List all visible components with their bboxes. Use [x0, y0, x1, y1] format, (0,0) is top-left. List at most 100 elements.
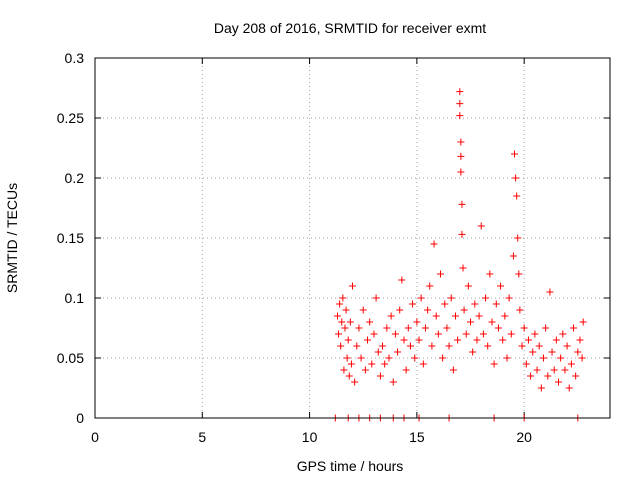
data-point: [361, 366, 369, 374]
data-point: [436, 270, 444, 278]
data-point: [366, 318, 374, 326]
data-point: [370, 330, 378, 338]
data-point: [454, 336, 462, 344]
data-point: [457, 152, 465, 160]
data-point: [344, 336, 352, 344]
data-point: [578, 354, 586, 362]
y-tick-label: 0.15: [57, 230, 84, 246]
data-point: [555, 378, 562, 386]
data-point: [341, 324, 349, 332]
x-axis-ticks: 0 5 10 15 20: [91, 58, 532, 445]
data-point: [376, 372, 384, 380]
data-point: [563, 342, 571, 350]
y-axis-label: SRMTID / TECUs: [4, 183, 20, 293]
data-point: [357, 354, 365, 362]
data-point: [430, 240, 438, 248]
data-point: [509, 252, 517, 260]
data-point: [452, 312, 459, 320]
data-point: [459, 264, 467, 272]
data-point: [400, 336, 408, 344]
data-point: [533, 366, 541, 374]
y-axis-ticks: 0 0.05 0.1 0.15 0.2 0.25 0.3: [57, 50, 610, 426]
data-point: [337, 342, 345, 350]
data-point: [389, 378, 397, 386]
data-point: [574, 348, 582, 356]
data-point: [346, 318, 354, 326]
data-point: [522, 360, 530, 368]
data-point: [544, 372, 552, 380]
data-point: [514, 234, 522, 242]
data-point: [387, 312, 395, 320]
data-point: [524, 336, 532, 344]
data-point: [482, 294, 490, 302]
y-tick-label: 0: [76, 410, 84, 426]
data-point: [486, 270, 494, 278]
data-point: [576, 336, 584, 344]
data-point: [381, 360, 389, 368]
data-point: [391, 330, 399, 338]
data-point: [531, 330, 539, 338]
data-point: [404, 324, 412, 332]
data-point: [434, 330, 442, 338]
data-point: [426, 282, 434, 290]
data-point: [379, 342, 387, 350]
data-point: [342, 306, 350, 314]
data-point: [349, 282, 356, 290]
data-point: [359, 306, 367, 314]
data-point: [565, 384, 573, 392]
data-point: [499, 336, 507, 344]
data-point: [406, 342, 414, 350]
data-point: [503, 354, 511, 362]
x-tick-label: 15: [409, 429, 425, 445]
data-point: [355, 324, 363, 332]
data-point: [428, 342, 436, 350]
data-point: [458, 230, 466, 238]
data-point: [539, 354, 547, 362]
data-point: [456, 100, 464, 108]
data-point: [343, 354, 351, 362]
x-axis-label: GPS time / hours: [297, 458, 404, 474]
data-point: [557, 354, 565, 362]
data-point: [396, 306, 404, 314]
data-point: [424, 306, 432, 314]
data-point: [535, 342, 543, 350]
data-point: [579, 318, 587, 326]
data-point: [374, 348, 382, 356]
data-point: [513, 192, 521, 200]
data-point: [385, 354, 393, 362]
data-point: [445, 342, 453, 350]
data-point: [464, 282, 472, 290]
y-tick-label: 0.25: [57, 110, 84, 126]
data-point: [471, 300, 479, 308]
data-point: [449, 366, 457, 374]
data-point: [479, 330, 487, 338]
y-tick-label: 0.05: [57, 350, 84, 366]
data-point: [488, 318, 496, 326]
data-point: [529, 348, 537, 356]
data-point: [552, 336, 560, 344]
data-point: [469, 348, 477, 356]
data-point: [467, 318, 475, 326]
x-tick-label: 10: [302, 429, 318, 445]
data-point: [458, 200, 466, 208]
y-tick-label: 0.1: [65, 290, 85, 306]
data-point: [409, 300, 417, 308]
x-tick-label: 5: [198, 429, 206, 445]
data-point: [456, 88, 464, 96]
data-point: [402, 366, 410, 374]
data-point: [490, 360, 498, 368]
data-point: [368, 360, 376, 368]
data-point: [507, 330, 515, 338]
data-point: [537, 384, 545, 392]
data-point: [497, 282, 505, 290]
data-point: [542, 324, 550, 332]
data-point: [457, 138, 465, 146]
data-point: [512, 174, 520, 182]
data-point: [338, 318, 346, 326]
data-point: [353, 342, 361, 350]
data-point: [415, 336, 423, 344]
data-point: [559, 330, 567, 338]
data-point: [345, 372, 353, 380]
data-point: [421, 324, 429, 332]
